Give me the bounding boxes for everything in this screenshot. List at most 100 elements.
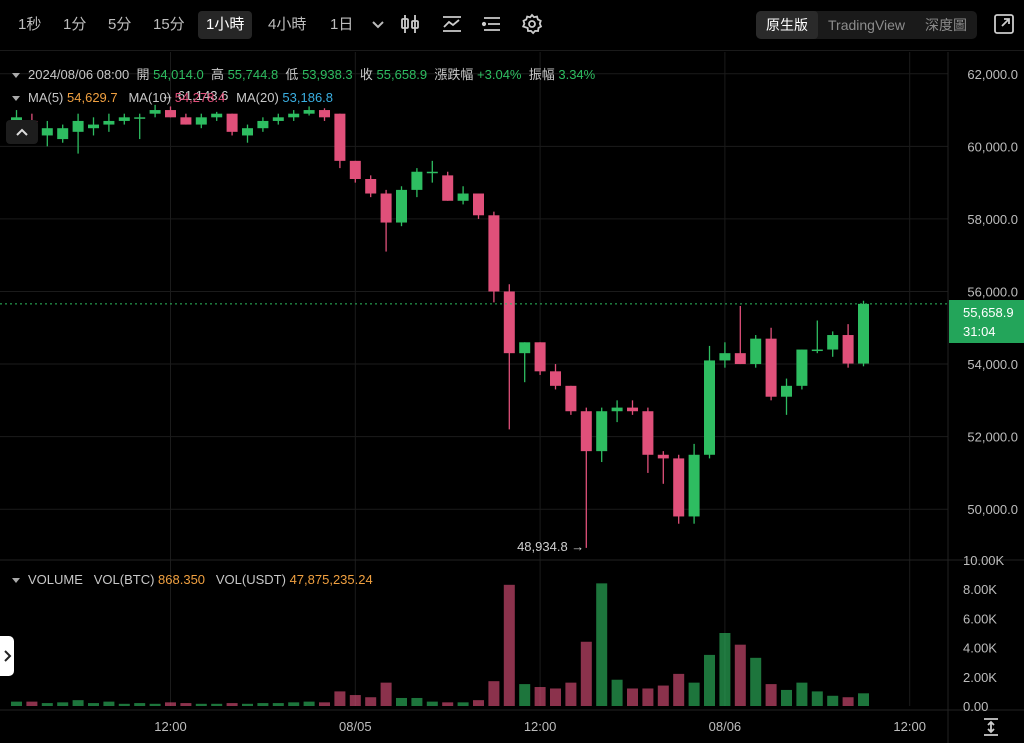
fit-axis-icon[interactable]: [980, 716, 1002, 738]
volume-title: VOLUME: [28, 572, 83, 587]
volume-tick-label: 10.00K: [963, 553, 1005, 568]
candle-countdown: 31:04: [963, 324, 996, 339]
volume-bar: [704, 654, 715, 706]
volume-bar: [396, 697, 407, 706]
candle-body: [765, 338, 777, 397]
volume-bar: [580, 641, 592, 706]
caret-down-icon[interactable]: [12, 578, 20, 584]
volume-bar: [611, 679, 623, 706]
view-depth[interactable]: 深度圖: [925, 17, 968, 33]
timeframe-1m[interactable]: 1分: [63, 16, 87, 33]
volume-bar: [750, 657, 762, 706]
candle-body: [195, 117, 207, 125]
caret-down-icon[interactable]: [12, 73, 20, 79]
time-tick-label: 12:00: [893, 719, 926, 734]
volume-bar: [781, 689, 792, 706]
timeframe-1s[interactable]: 1秒: [18, 16, 42, 33]
indicator-icon[interactable]: [440, 12, 464, 36]
volume-bar: [26, 701, 38, 706]
volume-bar: [211, 703, 223, 706]
volume-bar: [534, 687, 546, 706]
volume-bar: [827, 695, 839, 706]
timeframe-1h[interactable]: 1小時: [198, 11, 253, 39]
collapse-indicators-button[interactable]: [6, 120, 38, 144]
volume-bar: [688, 682, 700, 706]
price-tick-label: 60,000.0: [967, 139, 1018, 154]
volume-bar: [118, 703, 130, 706]
candle-body: [165, 110, 176, 118]
timeframe-1d[interactable]: 1日: [330, 16, 354, 33]
candle-body: [750, 338, 762, 365]
candle-body: [704, 360, 715, 455]
view-tradingview[interactable]: TradingView: [828, 17, 906, 33]
open-value: 54,014.0: [153, 67, 204, 82]
caret-down-icon[interactable]: [12, 96, 20, 102]
timeframe-4h[interactable]: 4小時: [268, 16, 307, 33]
volume-bar: [272, 703, 284, 706]
candle-body: [827, 335, 839, 350]
current-price-tag: 55,658.9 31:04: [949, 300, 1024, 343]
candle-body: [380, 193, 392, 223]
volume-bar: [550, 688, 561, 706]
timeframe-15m[interactable]: 15分: [153, 16, 185, 33]
candle-body: [118, 117, 130, 121]
candle-body: [519, 342, 531, 354]
candle-body: [242, 128, 253, 136]
candle-body: [457, 193, 469, 201]
time-tick-label: 08/05: [339, 719, 372, 734]
low-label: 低: [285, 67, 299, 82]
candle-body: [688, 454, 700, 517]
volume-bar: [242, 703, 253, 706]
volume-bar: [334, 691, 346, 706]
candle-body: [673, 458, 685, 517]
change-label: 漲跌幅: [434, 67, 474, 82]
timeframe-5m[interactable]: 5分: [108, 16, 132, 33]
price-tick-label: 54,000.0: [967, 357, 1018, 372]
candle-body: [88, 124, 99, 129]
drawing-tools-icon[interactable]: [480, 12, 504, 36]
low-value: 53,938.3: [302, 67, 353, 82]
change-value: +3.04%: [477, 67, 522, 82]
candle-body: [811, 349, 823, 352]
vol-usdt-value: 47,875,235.24: [289, 572, 373, 587]
candle-body: [11, 117, 22, 121]
ma5-value: 54,629.7: [67, 90, 118, 105]
view-native[interactable]: 原生版: [756, 11, 818, 39]
volume-tick-label: 8.00K: [963, 582, 997, 597]
ma10-value: 54,278.4: [174, 90, 226, 105]
volume-bar: [365, 697, 377, 706]
expand-panel-button[interactable]: [0, 636, 14, 676]
volume-bar: [411, 697, 423, 706]
candle-body: [226, 113, 238, 132]
volume-bar: [642, 688, 654, 706]
candle-body: [550, 371, 561, 386]
candle-body: [349, 160, 361, 179]
chevron-up-icon: [16, 128, 28, 136]
candle-body: [796, 349, 808, 386]
price-tick-label: 50,000.0: [967, 502, 1018, 517]
chevron-down-icon[interactable]: [366, 12, 390, 36]
candle-body: [503, 291, 515, 354]
candle-body: [334, 113, 346, 161]
amplitude-value: 3.34%: [558, 67, 596, 82]
ma10-label: MA(10): [128, 90, 172, 105]
view-switcher: 原生版 TradingView 深度圖: [756, 11, 978, 39]
volume-tick-label: 2.00K: [963, 670, 997, 685]
vol-usdt-label: VOL(USDT): [215, 572, 286, 587]
low-annotation: 48,934.8 →: [517, 539, 584, 554]
candle-body: [596, 411, 608, 452]
volume-bar: [627, 688, 638, 706]
vol-btc-value: 868.350: [158, 572, 206, 587]
close-value: 55,658.9: [376, 67, 428, 82]
candle-body: [858, 303, 869, 364]
volume-bar: [565, 682, 577, 706]
volume-bar: [380, 682, 392, 706]
gear-icon[interactable]: [520, 12, 544, 36]
volume-bar: [519, 684, 531, 706]
volume-bar: [796, 682, 808, 706]
candlestick-icon[interactable]: [398, 12, 422, 36]
volume-bar: [858, 693, 869, 706]
fullscreen-icon[interactable]: [992, 12, 1016, 36]
candle-body: [488, 215, 500, 292]
